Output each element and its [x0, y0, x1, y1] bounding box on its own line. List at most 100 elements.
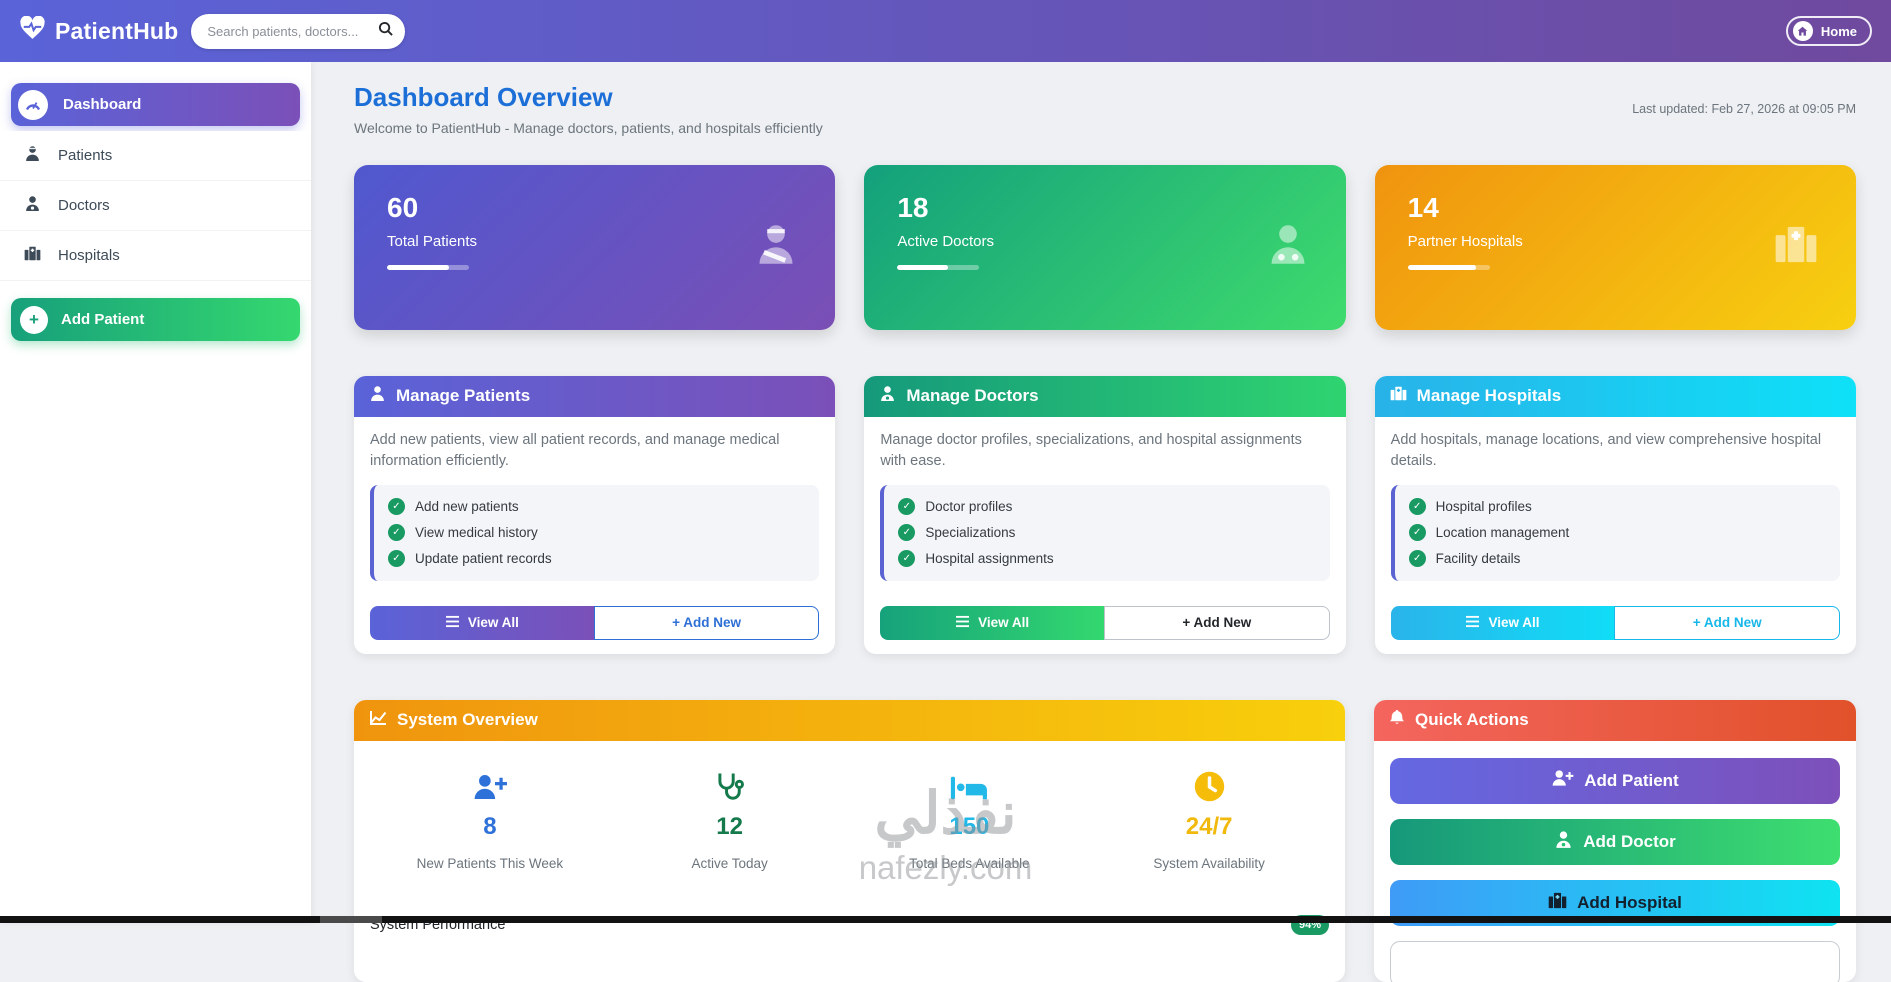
user-plus-icon [1551, 769, 1574, 792]
sidebar-item-hospitals[interactable]: Hospitals [0, 231, 311, 281]
overview-stat-value: 150 [949, 812, 990, 840]
manage-patients-card: Manage Patients Add new patients, view a… [354, 375, 836, 654]
quick-action-label: Add Hospital [1577, 892, 1682, 912]
view-all-patients-button[interactable]: View All [370, 605, 594, 640]
overview-stat-total-beds: 150 Total Beds Available [850, 769, 1090, 871]
sidebar-item-label: Patients [58, 147, 113, 164]
check-circle-icon: ✓ [1408, 524, 1426, 542]
doctor-icon [1554, 830, 1573, 854]
overview-stat-label: Total Beds Available [909, 855, 1030, 871]
overview-stat-new-patients: 8 New Patients This Week [370, 769, 610, 871]
card-header: Manage Hospitals [1374, 375, 1856, 417]
user-plus-icon [472, 769, 508, 802]
card-title: Manage Hospitals [1416, 386, 1562, 406]
list-icon [1465, 615, 1480, 631]
partial-outline-button[interactable] [1390, 940, 1840, 982]
feature-label: Location management [1435, 525, 1570, 541]
progress-bar [897, 264, 980, 270]
check-circle-icon: ✓ [388, 498, 405, 516]
home-icon [1792, 21, 1813, 41]
feature-list: ✓ Doctor profiles ✓ Specializations ✓ Ho… [880, 484, 1330, 581]
hospital-icon [1390, 385, 1407, 407]
feature-label: Add new patients [415, 499, 519, 515]
stat-card-total-patients: 60 Total Patients [354, 164, 836, 330]
check-circle-icon: ✓ [898, 498, 916, 516]
doctor-icon [24, 195, 41, 216]
top-navbar: PatientHub Home [0, 0, 1891, 62]
stat-value: 14 [1407, 191, 1439, 223]
hospital-icon [24, 245, 41, 266]
last-updated-text: Last updated: Feb 27, 2026 at 09:05 PM [1632, 102, 1856, 117]
add-patient-label: Add Patient [61, 311, 145, 328]
overview-stat-label: Active Today [691, 855, 768, 871]
chart-line-icon [369, 710, 387, 730]
search-icon[interactable] [378, 21, 394, 41]
sidebar-item-patients[interactable]: Patients [0, 131, 311, 181]
feature-list: ✓ Hospital profiles ✓ Location managemen… [1390, 484, 1840, 581]
feature-item: ✓ Add new patients [388, 494, 805, 520]
home-button[interactable]: Home [1785, 16, 1872, 46]
sidebar-item-label: Dashboard [63, 96, 142, 113]
sidebar: Dashboard Patients Doctors Hospitals + A… [0, 62, 311, 923]
overview-stat-value: 24/7 [1185, 812, 1233, 840]
overview-stat-availability: 24/7 System Availability [1089, 769, 1329, 871]
feature-item: ✓ Doctor profiles [898, 494, 1315, 520]
patient-icon [369, 385, 386, 407]
card-title: System Overview [397, 710, 538, 730]
view-all-doctors-button[interactable]: View All [880, 605, 1104, 640]
bell-icon [1389, 709, 1405, 731]
bottom-edge-bar [0, 916, 1891, 923]
view-all-hospitals-button[interactable]: View All [1390, 605, 1615, 640]
feature-label: Hospital assignments [925, 551, 1054, 567]
home-button-label: Home [1820, 23, 1857, 39]
check-circle-icon: ✓ [1408, 498, 1426, 516]
main-content: Dashboard Overview Welcome to PatientHub… [311, 62, 1891, 982]
quick-action-label: Add Doctor [1583, 831, 1676, 851]
manage-hospitals-card: Manage Hospitals Add hospitals, manage l… [1374, 375, 1856, 654]
add-new-doctor-button[interactable]: + Add New [1104, 605, 1330, 640]
card-header: Quick Actions [1374, 699, 1856, 741]
overview-stat-value: 8 [483, 812, 497, 840]
brand-name: PatientHub [55, 17, 179, 44]
doctor-icon [1266, 223, 1310, 272]
search-box[interactable] [191, 13, 406, 49]
sidebar-item-dashboard[interactable]: Dashboard [11, 83, 300, 126]
feature-item: ✓ Specializations [898, 520, 1315, 546]
feature-item: ✓ Hospital assignments [898, 546, 1315, 572]
card-title: Manage Patients [396, 386, 531, 406]
check-circle-icon: ✓ [388, 524, 405, 542]
card-header: System Overview [354, 699, 1345, 741]
card-header: Manage Patients [354, 375, 836, 417]
feature-label: Facility details [1435, 551, 1521, 567]
quick-add-patient-button[interactable]: Add Patient [1390, 757, 1840, 804]
check-circle-icon: ✓ [898, 524, 916, 542]
feature-item: ✓ Update patient records [388, 546, 805, 572]
card-description: Add hospitals, manage locations, and vie… [1390, 431, 1822, 469]
sidebar-item-label: Hospitals [58, 247, 120, 264]
system-overview-card: System Overview 8 New Patients This Week [354, 699, 1345, 982]
quick-actions-card: Quick Actions Add Patient Add Doctor [1374, 699, 1856, 982]
brand: PatientHub [19, 15, 179, 46]
check-circle-icon: ✓ [1408, 550, 1426, 568]
hospital-icon [1772, 223, 1820, 272]
sidebar-item-doctors[interactable]: Doctors [0, 181, 311, 231]
sidebar-item-label: Doctors [58, 197, 110, 214]
manage-doctors-card: Manage Doctors Manage doctor profiles, s… [864, 375, 1346, 654]
card-header: Manage Doctors [864, 375, 1346, 417]
manage-cards-row: Manage Patients Add new patients, view a… [354, 375, 1856, 654]
quick-add-doctor-button[interactable]: Add Doctor [1390, 818, 1840, 865]
add-new-hospital-button[interactable]: + Add New [1614, 605, 1840, 640]
view-all-label: View All [1488, 615, 1540, 631]
add-new-patient-button[interactable]: + Add New [593, 605, 820, 640]
feature-label: Update patient records [415, 551, 552, 567]
sidebar-add-patient-button[interactable]: + Add Patient [11, 298, 300, 341]
quick-action-label: Add Patient [1584, 770, 1679, 790]
search-input[interactable] [205, 22, 371, 40]
feature-item: ✓ Location management [1408, 520, 1826, 546]
card-title: Manage Doctors [906, 386, 1039, 406]
heart-pulse-icon [19, 15, 46, 46]
clock-icon [1194, 769, 1225, 802]
feature-list: ✓ Add new patients ✓ View medical histor… [370, 484, 820, 581]
plus-circle-icon: + [20, 305, 48, 334]
feature-item: ✓ Facility details [1408, 546, 1826, 572]
